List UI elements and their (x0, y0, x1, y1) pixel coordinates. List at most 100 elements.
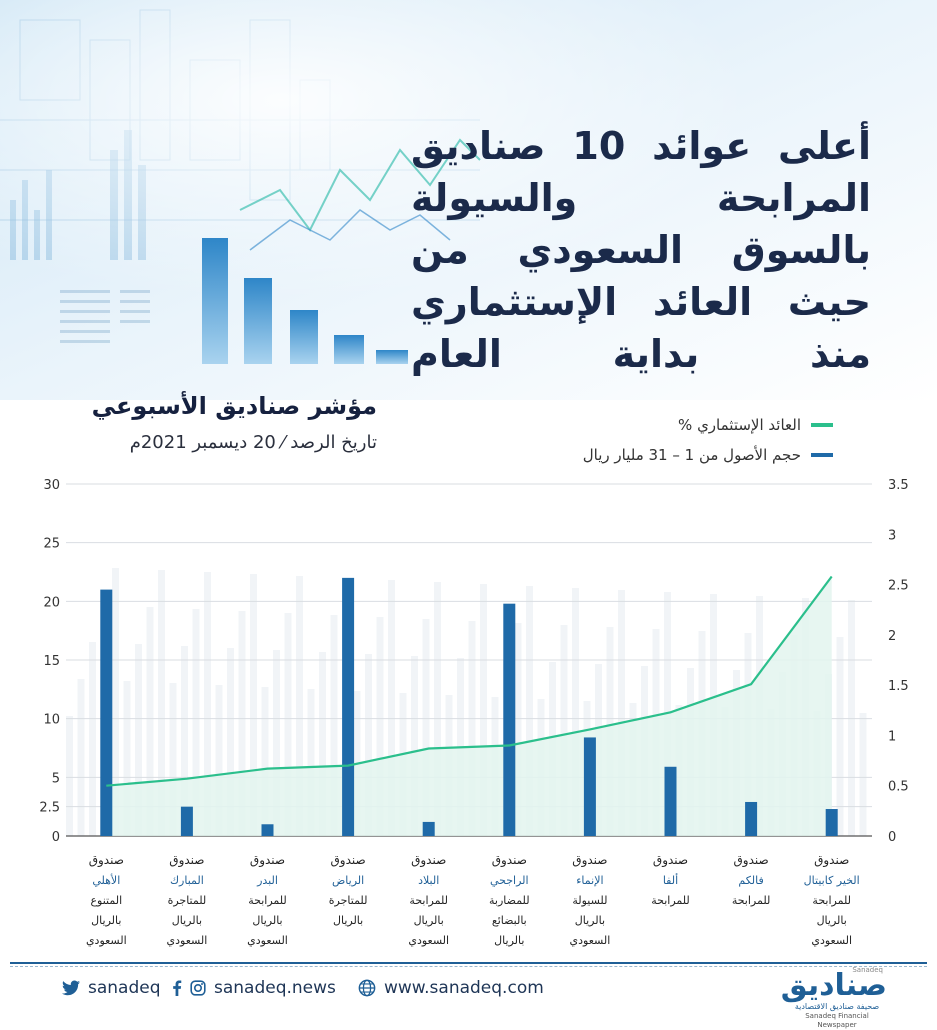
left-tick-label: 10 (43, 713, 60, 728)
facebook-icon (172, 980, 182, 996)
legend-line-swatch (811, 423, 833, 427)
category-label-name: الراجحي (490, 874, 529, 887)
right-tick-label: 2.5 (888, 579, 909, 594)
category-label-line: صندوق (572, 853, 607, 868)
left-tick-label: 20 (43, 595, 60, 610)
category-label-name: البلاد (418, 874, 439, 887)
category-label-line: بالبضائع (492, 914, 527, 927)
bar (745, 802, 757, 836)
legend-item-line: العائد الإستثماري % (583, 410, 833, 440)
legend-bar-label: حجم الأصول من 1 – 31 مليار ريال (583, 446, 801, 464)
twitter-handle: sanadeq (88, 978, 161, 998)
category-label-line: بالريال (414, 914, 444, 927)
website-url: www.sanadeq.com (384, 978, 544, 998)
bar (423, 822, 435, 836)
left-tick-label: 25 (43, 537, 60, 552)
left-tick-label: 15 (43, 654, 60, 669)
category-label-line: للمرابحة (409, 894, 448, 907)
bar (584, 737, 596, 836)
category-label-line: بالريال (817, 914, 847, 927)
category-label-name: المبارك (170, 874, 204, 887)
category-label-name: فالكم (738, 874, 763, 887)
left-tick-label: 5 (52, 771, 60, 786)
legend-line-label: العائد الإستثماري % (678, 416, 801, 434)
right-tick-label: 0.5 (888, 780, 909, 795)
category-label-name: البدر (256, 874, 278, 887)
deco-column (66, 716, 73, 836)
globe-icon (358, 979, 376, 997)
footer-website[interactable]: www.sanadeq.com (358, 978, 544, 998)
category-label-line: صندوق (89, 853, 124, 868)
category-label-name: الرياض (332, 874, 364, 887)
category-label-line: بالريال (575, 914, 605, 927)
category-label-line: السعودي (408, 934, 449, 947)
right-axis: 00.511.522.533.5 (888, 478, 909, 845)
category-label-name: الخير كابيتال (804, 874, 860, 887)
right-tick-label: 2 (888, 629, 896, 644)
date-line: تاريخ الرصد ⁄ 20 ديسمبر 2021م (130, 432, 377, 453)
legend: العائد الإستثماري % حجم الأصول من 1 – 31… (583, 410, 833, 470)
logo-top-text: Sanadeq (852, 966, 883, 974)
category-label-name: ألفا (663, 873, 678, 887)
bar (665, 767, 677, 836)
social-handle: sanadeq.news (214, 978, 336, 998)
category-label-line: بالريال (333, 914, 363, 927)
bar (826, 809, 838, 836)
category-label-line: السعودي (247, 934, 288, 947)
bar (503, 604, 515, 836)
bar (262, 824, 274, 836)
right-tick-label: 3.5 (888, 478, 909, 493)
category-label-line: للمتاجرة (329, 894, 368, 907)
category-label-line: صندوق (653, 853, 688, 868)
deco-column (848, 600, 855, 836)
deco-column (837, 637, 844, 836)
category-label-line: المتنوع (90, 894, 122, 907)
category-label-line: للمتاجرة (168, 894, 207, 907)
footer-divider-dotted (10, 966, 927, 967)
right-tick-label: 1 (888, 729, 896, 744)
category-label-line: للمضاربة (489, 894, 530, 907)
category-label-line: صندوق (814, 853, 849, 868)
category-label-line: للمرابحة (812, 894, 851, 907)
category-label-line: للمرابحة (732, 894, 771, 907)
category-label-name: الإنماء (576, 874, 603, 887)
category-label-line: صندوق (250, 853, 285, 868)
left-axis: 0 2.5 5 10 15 20 25 30 (39, 478, 60, 845)
logo-main-text: صناديق (787, 970, 887, 1002)
footer-twitter[interactable]: sanadeq (62, 978, 161, 998)
category-label-line: للمرابحة (651, 894, 690, 907)
instagram-icon (190, 980, 206, 996)
logo-subtitle-en: Sanadeq Financial Newspaper (787, 1012, 887, 1030)
legend-bar-swatch (811, 453, 833, 457)
subtitle: مؤشر صناديق الأسبوعي (92, 392, 377, 420)
deco-column (860, 713, 867, 836)
logo-subtitle-ar: صحيفة صناديق الاقتصادية (787, 1002, 887, 1012)
category-label-line: صندوق (330, 853, 365, 868)
category-label-line: بالريال (91, 914, 121, 927)
category-label-line: للسيولة (572, 894, 607, 907)
category-label-line: السعودي (86, 934, 127, 947)
category-label-line: للمرابحة (248, 894, 287, 907)
footer-social[interactable]: sanadeq.news (172, 978, 336, 998)
infographic-title: أعلى عوائد 10 صناديق المرابحة والسيولة ب… (411, 120, 871, 380)
left-tick-label: 0 (52, 830, 60, 845)
bar (100, 590, 112, 836)
legend-item-bar: حجم الأصول من 1 – 31 مليار ريال (583, 440, 833, 470)
left-tick-label: 2.5 (39, 801, 60, 816)
category-label-line: السعودي (167, 934, 208, 947)
sanadeq-logo: Sanadeq صناديق صحيفة صناديق الاقتصادية S… (787, 970, 887, 1030)
category-label-line: بالريال (494, 934, 524, 947)
right-tick-label: 1.5 (888, 679, 909, 694)
twitter-icon (62, 980, 80, 996)
right-tick-label: 0 (888, 830, 896, 845)
category-label-line: صندوق (733, 853, 768, 868)
category-labels: صندوقالأهليالمتنوعبالريالالسعوديصندوقالم… (86, 853, 860, 947)
bar (342, 578, 354, 836)
category-label-line: صندوق (492, 853, 527, 868)
left-tick-label: 30 (43, 478, 60, 493)
category-label-line: بالريال (172, 914, 202, 927)
category-label-line: السعودي (811, 934, 852, 947)
footer-divider (10, 962, 927, 964)
